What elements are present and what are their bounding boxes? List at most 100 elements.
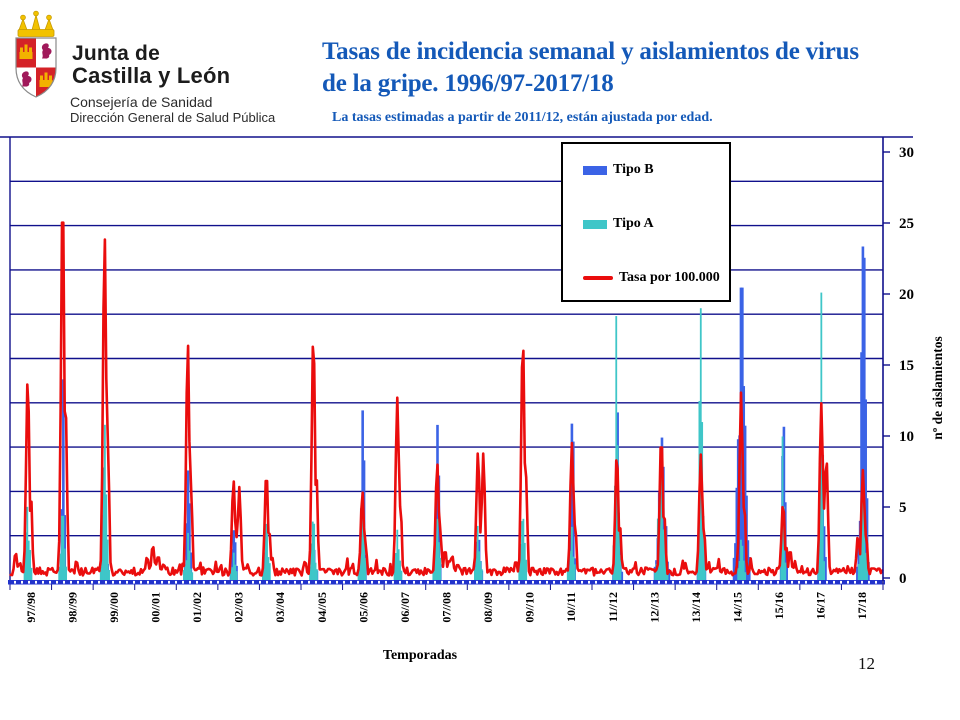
tipo-a-bar — [191, 572, 194, 580]
x-tick-label: 02//03 — [232, 592, 246, 623]
tipo-a-bar — [62, 515, 65, 580]
tipo-b-bar — [233, 542, 237, 580]
tipo-a-bar — [231, 567, 234, 580]
tipo-a-bar — [784, 562, 787, 580]
tipo-a-bar — [266, 523, 268, 580]
x-tick-label: 97//98 — [24, 592, 38, 623]
baseline-dash — [742, 580, 744, 584]
tipo-a-bar — [863, 508, 866, 580]
baseline-dash — [539, 580, 541, 584]
legend-item-tasa: Tasa por 100.000 — [583, 270, 720, 286]
page-title: Tasas de incidencia semanal y aislamient… — [322, 36, 922, 100]
tipo-a-bar — [309, 566, 311, 580]
y-tick-label: 30 — [899, 145, 914, 161]
baseline-dash — [749, 580, 751, 584]
baseline-dash — [238, 580, 240, 584]
y-tick-label: 0 — [899, 571, 907, 587]
tipo-a-bar — [235, 571, 238, 580]
baseline-dash — [112, 580, 114, 584]
tipo-a-bar — [480, 569, 483, 580]
tipo-a-bar — [823, 561, 826, 580]
baseline-dash — [679, 580, 681, 584]
tipo-b-bar — [189, 552, 193, 580]
tipo-b-bar — [732, 557, 736, 580]
baseline-dash — [735, 580, 737, 584]
baseline-dash — [700, 580, 702, 584]
tipo-a-bar — [615, 316, 618, 580]
tipo-a-bar — [102, 467, 105, 580]
baseline-dash — [217, 580, 219, 584]
baseline-dash — [364, 580, 366, 584]
tipo-a-bar — [573, 564, 576, 580]
tipo-a-bar — [263, 552, 266, 580]
tipo-b-bar — [746, 540, 750, 580]
x-tick-label: 05//06 — [356, 592, 370, 623]
baseline-dash — [630, 580, 632, 584]
tipo-a-bar — [654, 569, 656, 580]
x-tick-label: 01//02 — [190, 592, 204, 623]
baseline-dash — [133, 580, 135, 584]
tipo-a-bar — [659, 460, 662, 580]
x-axis-title: Temporadas — [382, 648, 458, 663]
tipo-a-bar — [572, 556, 575, 580]
tipo-a-bar — [474, 567, 476, 580]
baseline-dash — [707, 580, 709, 584]
baseline-dash — [546, 580, 548, 584]
tipo-a-bar — [569, 550, 572, 580]
tipo-a-bar — [396, 529, 399, 580]
baseline-dash — [420, 580, 422, 584]
tipo-a-bar — [25, 532, 27, 580]
tipo-a-bar — [566, 569, 569, 580]
x-tick-label: 08//09 — [481, 592, 495, 623]
baseline-dash — [98, 580, 100, 584]
tipo-a-bar — [521, 521, 523, 580]
x-tick-label: 12//13 — [647, 592, 661, 623]
baseline-dash — [791, 580, 793, 584]
baseline-dash — [35, 580, 37, 584]
baseline-dash — [497, 580, 499, 584]
baseline-dash — [168, 580, 170, 584]
baseline-dash — [119, 580, 121, 584]
tipo-a-bar — [183, 569, 185, 580]
baseline-dash — [392, 580, 394, 584]
baseline-dash — [665, 580, 667, 584]
baseline-dash — [693, 580, 695, 584]
baseline-dash — [42, 580, 44, 584]
tipo-b-bar — [860, 352, 863, 580]
baseline-dash — [105, 580, 107, 584]
baseline-dash — [518, 580, 520, 584]
x-tick-label: 06//07 — [398, 592, 412, 623]
legend-label-tasa: Tasa por 100.000 — [619, 270, 720, 285]
baseline-dash — [476, 580, 478, 584]
logo-org-name-line1: Junta de — [72, 42, 160, 65]
tipo-b-bar — [735, 487, 739, 580]
baseline-dash — [84, 580, 86, 584]
baseline-dash — [847, 580, 849, 584]
y-tick-label: 15 — [899, 358, 914, 374]
baseline-dash — [91, 580, 93, 584]
baseline-dash — [28, 580, 30, 584]
baseline-dash — [455, 580, 457, 584]
castle-icon — [39, 72, 53, 87]
baseline-dash — [329, 580, 331, 584]
tasa-por-100000-line — [9, 221, 884, 577]
baseline-dash — [728, 580, 730, 584]
baseline-dash — [273, 580, 275, 584]
baseline-dash — [49, 580, 51, 584]
baseline-dash — [266, 580, 268, 584]
tipo-a-bar — [741, 545, 744, 580]
tipo-b-swatch-icon — [583, 165, 607, 175]
baseline-dash — [126, 580, 128, 584]
junta-castilla-leon-coat-of-arms-icon — [15, 10, 57, 98]
x-tick-label: 10//11 — [564, 592, 578, 622]
tipo-b-bar — [570, 423, 574, 580]
tipo-b-bar — [822, 526, 826, 580]
baseline-dash — [819, 580, 821, 584]
baseline-dash — [189, 580, 191, 584]
y-tick-label: 10 — [899, 429, 914, 445]
tipo-a-bar — [568, 568, 571, 580]
baseline-dash — [658, 580, 660, 584]
tipo-b-bar — [186, 470, 190, 580]
baseline-dash — [462, 580, 464, 584]
tipo-a-bar — [267, 557, 270, 580]
